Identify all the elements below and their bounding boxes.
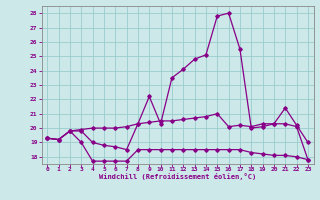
X-axis label: Windchill (Refroidissement éolien,°C): Windchill (Refroidissement éolien,°C) xyxy=(99,173,256,180)
